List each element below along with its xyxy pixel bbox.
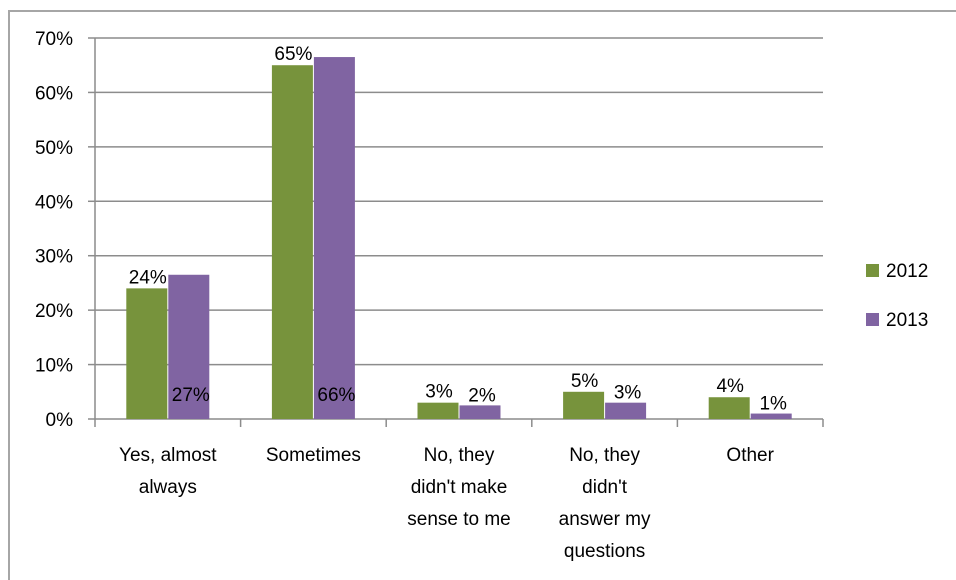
x-category-label: questions: [564, 541, 645, 562]
legend-label-2012: 2012: [886, 261, 928, 282]
bar-2013: [605, 402, 647, 419]
bar-2012: [708, 397, 750, 419]
x-category-label: No, they: [424, 445, 495, 466]
x-category-label: Other: [726, 445, 774, 466]
data-label-2012: 5%: [571, 371, 599, 392]
legend-label-2013: 2013: [886, 310, 928, 331]
x-category-label: always: [139, 477, 197, 498]
data-label-2013: 2%: [468, 385, 496, 406]
y-tick-label: 0%: [46, 410, 74, 431]
y-tick-label: 30%: [35, 247, 73, 268]
y-tick-label: 60%: [35, 83, 73, 104]
bar-2013: [459, 405, 501, 419]
data-label-2012: 4%: [716, 376, 744, 397]
x-category-label: No, they: [569, 445, 640, 466]
y-tick-label: 50%: [35, 138, 73, 159]
data-label-2012: 3%: [425, 382, 453, 403]
data-label-2013: 1%: [759, 394, 787, 415]
data-label-2013: 3%: [614, 383, 642, 404]
y-tick-label: 40%: [35, 192, 73, 213]
legend-swatch-2012: [866, 264, 879, 277]
y-tick-label: 70%: [35, 29, 73, 50]
x-category-label: Yes, almost: [119, 445, 217, 466]
x-category-label: answer my: [559, 509, 651, 530]
bar-2013: [750, 413, 792, 419]
data-label-2012: 24%: [129, 267, 167, 288]
bar-2012: [126, 288, 168, 419]
bar-2012: [271, 65, 313, 419]
bar-2013: [168, 274, 210, 419]
y-tick-label: 20%: [35, 301, 73, 322]
x-category-label: didn't make: [411, 477, 508, 498]
data-label-2013: 27%: [172, 385, 210, 406]
x-category-label: Sometimes: [266, 445, 361, 466]
bar-2013: [313, 57, 355, 420]
legend-swatch-2013: [866, 313, 879, 326]
x-category-label: didn't: [582, 477, 628, 498]
bar-2012: [417, 402, 459, 419]
y-tick-label: 10%: [35, 356, 73, 377]
bar-2012: [563, 391, 605, 419]
data-label-2013: 66%: [317, 385, 355, 406]
x-category-label: sense to me: [407, 509, 511, 530]
data-label-2012: 65%: [274, 44, 312, 65]
